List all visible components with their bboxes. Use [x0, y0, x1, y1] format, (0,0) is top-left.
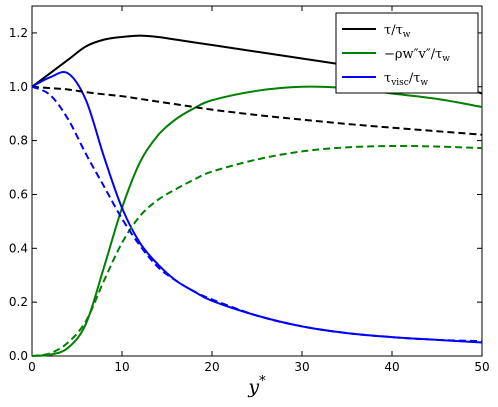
- series-line-3: [31, 71, 483, 344]
- series-line-6: [31, 85, 483, 343]
- y-tick-label: 1.2: [9, 26, 28, 40]
- legend-label-tail: /τ: [409, 71, 421, 86]
- x-axis-title-symbol: y: [247, 376, 259, 398]
- legend-label-main: τ: [384, 71, 391, 86]
- legend-label-sub: visc: [390, 78, 409, 88]
- legend-label: τ/τw: [384, 23, 411, 40]
- x-axis-title: y*: [247, 374, 266, 398]
- legend-label-main: τ/τ: [384, 23, 403, 38]
- legend-label: −ρw″v″/τw: [384, 47, 450, 64]
- y-tick-label: 0.0: [9, 349, 28, 363]
- y-tick-label: 0.8: [9, 134, 28, 148]
- plot-frame: [31, 5, 483, 357]
- x-tick-label: 10: [114, 360, 129, 374]
- legend-label-main: −ρw″v″/τ: [384, 47, 442, 62]
- x-tick-label: 40: [384, 360, 399, 374]
- legend-label-sub: w: [442, 54, 450, 64]
- y-tick-label: 0.6: [9, 187, 28, 201]
- legend-label-sub2: w: [420, 78, 428, 88]
- y-tick-label: 0.2: [9, 295, 28, 309]
- y-tick-label: 0.4: [9, 241, 28, 255]
- series-line-5: [31, 144, 483, 357]
- legend-label-sub: w: [403, 30, 411, 40]
- series-line-4: [31, 85, 483, 136]
- x-tick-label: 30: [294, 360, 309, 374]
- x-axis-title-star: *: [259, 374, 266, 389]
- x-tick-label: 50: [474, 360, 489, 374]
- legend-label: τvisc/τw: [384, 71, 428, 88]
- x-tick-label: 0: [28, 360, 36, 374]
- y-tick-label: 1.0: [9, 80, 28, 94]
- x-tick-label: 20: [204, 360, 219, 374]
